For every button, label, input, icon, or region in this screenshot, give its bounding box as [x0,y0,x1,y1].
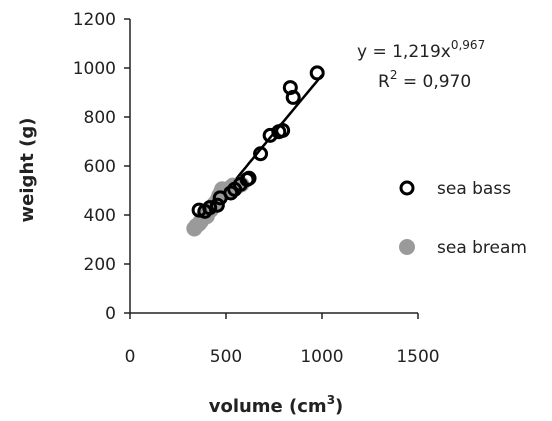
sea-bass-point [285,89,301,105]
x-axis-title-superscript: 3 [327,393,335,407]
x-axis-ticks: 0 500 1000 1500 [125,313,440,367]
sea-bass-point [275,122,291,138]
r-squared-r: R [378,72,390,92]
sea-bass-point [202,200,218,216]
sea-bass-point [253,146,269,162]
equation-exponent: 0,967 [451,38,485,52]
legend: sea bass sea bream [399,179,527,258]
y-tick-label: 600 [84,157,116,177]
y-tick-label: 1000 [73,59,116,79]
sea-bass-point [309,65,325,81]
legend-marker-sea-bream [399,239,415,255]
legend-label-sea-bream: sea bream [437,238,527,258]
x-axis-title-main: volume (cm [209,396,327,417]
r-squared-label: R2 = 0,970 [378,68,471,92]
x-axis-title: volume (cm3) [209,393,344,417]
y-tick-label: 200 [84,255,116,275]
equation-label: y = 1,219x0,967 [357,38,485,62]
y-axis-title: weight (g) [17,118,38,223]
x-tick-label: 1000 [300,347,343,367]
y-axis-ticks: 0 200 400 600 800 1000 1200 [73,10,130,324]
y-tick-label: 0 [105,304,116,324]
sea-bass-point [241,170,257,186]
sea-bass-point [223,185,239,201]
legend-label-sea-bass: sea bass [437,179,511,199]
sea-bass-series [191,65,325,219]
r-squared-value: = 0,970 [397,72,471,92]
y-tick-label: 1200 [73,10,116,30]
y-tick-label: 800 [84,108,116,128]
x-tick-label: 0 [125,347,136,367]
equation-main: y = 1,219x [357,42,451,62]
x-tick-label: 1500 [396,347,439,367]
sea-bass-point [209,197,225,213]
x-tick-label: 500 [210,347,242,367]
r-squared-sup: 2 [390,68,398,82]
legend-marker-sea-bass [399,180,415,196]
y-tick-label: 400 [84,206,116,226]
x-axis-title-close: ) [335,396,343,417]
